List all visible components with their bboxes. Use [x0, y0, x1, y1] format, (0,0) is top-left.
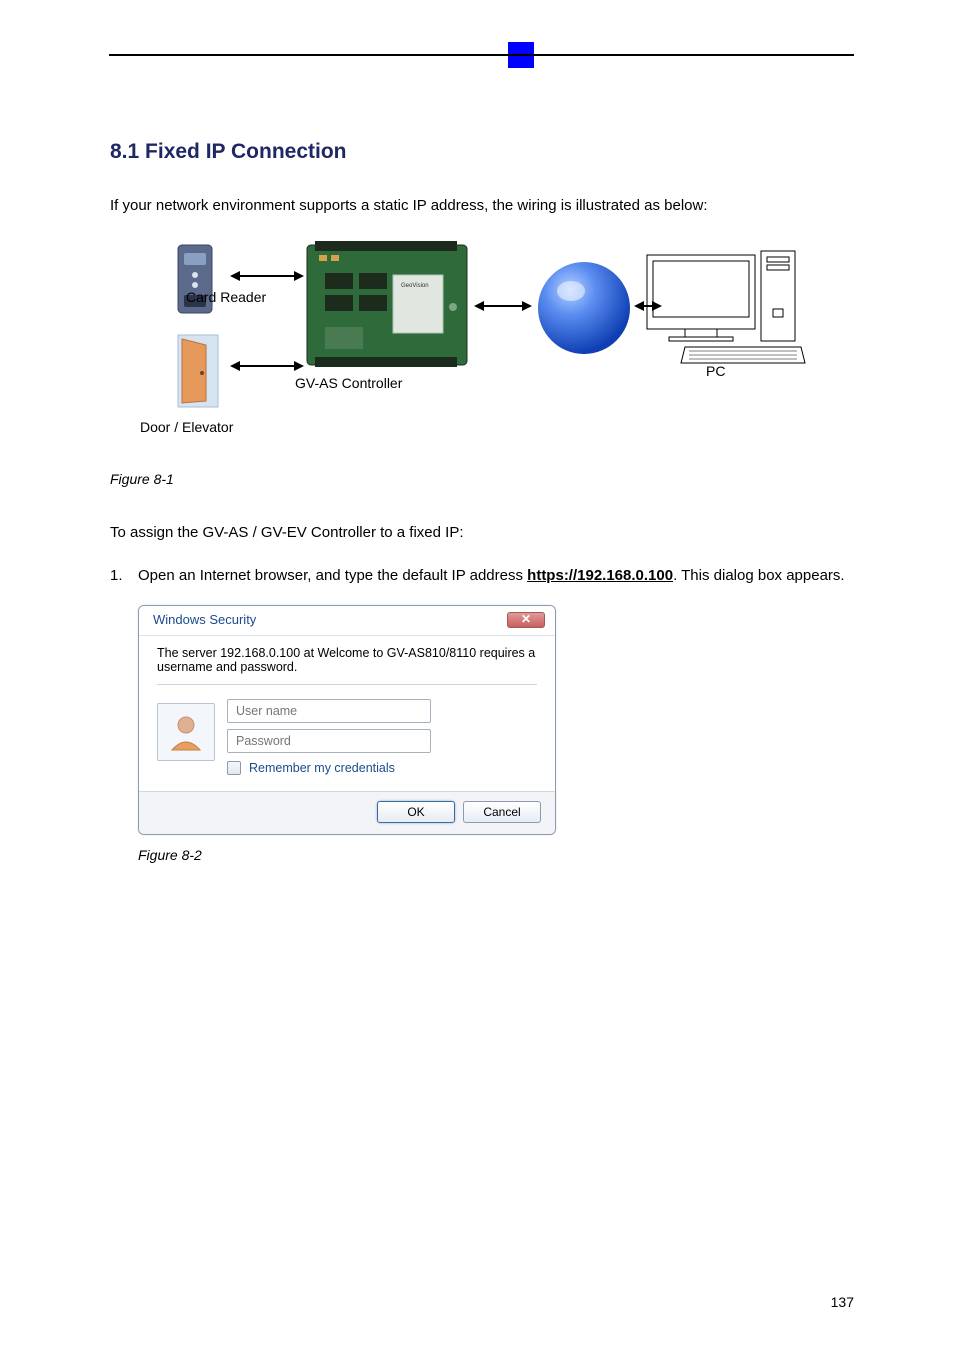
windows-security-dialog: Windows Security ✕ The server 192.168.0.…	[138, 605, 556, 835]
door-icon	[172, 331, 224, 413]
step-number: 1.	[110, 562, 138, 591]
cancel-button[interactable]: Cancel	[463, 801, 541, 823]
dialog-divider	[157, 684, 537, 685]
wiring-diagram: Card Reader Door / Elevator GeoVision	[150, 241, 854, 451]
section-heading: 8.1 Fixed IP Connection	[110, 140, 854, 164]
dialog-title-text: Windows Security	[153, 612, 256, 627]
pc-icon	[645, 249, 807, 367]
password-field[interactable]	[227, 729, 431, 753]
intro-paragraph: If your network environment supports a s…	[110, 192, 854, 221]
dialog-message: The server 192.168.0.100 at Welcome to G…	[157, 646, 537, 674]
card-reader-icon	[170, 241, 224, 319]
header-rule	[109, 54, 854, 56]
figure-1-caption: Figure 8-1	[110, 471, 854, 487]
internet-globe-icon	[535, 259, 633, 357]
assign-paragraph: To assign the GV-AS / GV-EV Controller t…	[110, 519, 854, 548]
default-ip-link[interactable]: https://192.168.0.100	[527, 567, 673, 584]
card-reader-label: Card Reader	[186, 289, 266, 305]
step-1: 1. Open an Internet browser, and type th…	[110, 562, 854, 591]
svg-text:GeoVision: GeoVision	[401, 283, 429, 289]
arrow-door-controller	[230, 359, 304, 373]
user-avatar-icon	[157, 703, 215, 761]
ok-button[interactable]: OK	[377, 801, 455, 823]
remember-checkbox[interactable]	[227, 761, 241, 775]
controller-icon: GeoVision	[305, 239, 469, 373]
figure-2-caption: Figure 8-2	[138, 847, 854, 863]
door-label: Door / Elevator	[140, 419, 233, 435]
arrow-controller-globe	[474, 299, 532, 313]
close-button[interactable]: ✕	[507, 612, 545, 628]
username-field[interactable]	[227, 699, 431, 723]
step-1-prefix: Open an Internet browser, and type the d…	[138, 567, 527, 584]
remember-label: Remember my credentials	[249, 761, 395, 775]
step-1-suffix: . This dialog box appears.	[673, 567, 845, 584]
page-number: 137	[831, 1294, 854, 1310]
pc-label: PC	[706, 363, 725, 379]
arrow-globe-pc	[634, 299, 662, 313]
arrow-reader-controller	[230, 269, 304, 283]
controller-label: GV-AS Controller	[295, 375, 402, 391]
